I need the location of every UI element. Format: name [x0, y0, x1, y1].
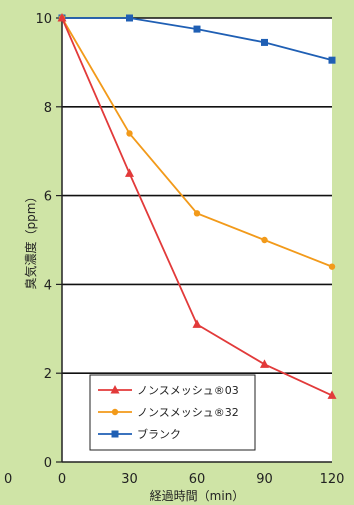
y-axis-title: 臭気濃度（ppm） [23, 191, 38, 290]
series-2-point-60 [193, 210, 201, 217]
series-2-point-120 [328, 263, 336, 270]
legend: ノンスメッシュ®03 ノンスメッシュ®32 ブランク [89, 374, 256, 451]
x-tick-label-0: 0 [58, 472, 66, 487]
series-1-point-120 [327, 390, 337, 399]
legend-label-3: ブランク [137, 427, 181, 441]
series-2-point-90 [261, 236, 268, 244]
legend-items: ノンスメッシュ®03 ノンスメッシュ®32 ブランク [98, 384, 239, 441]
series-3-point-30 [126, 14, 133, 22]
x-axis-title: 経過時間（min） [150, 489, 245, 503]
y-tick-label-8: 8 [44, 101, 52, 116]
x-tick-label-90: 90 [256, 472, 273, 487]
series-1-point-90 [260, 359, 269, 368]
series-1-point-30 [125, 168, 134, 177]
legend-label-2: ノンスメッシュ®32 [137, 406, 239, 419]
series-2-point-30 [126, 130, 133, 137]
series-layer [57, 13, 337, 399]
series-3-point-60 [193, 25, 201, 33]
series-3-point-120 [328, 56, 336, 64]
series-1 [57, 13, 337, 399]
outside-zero-label: 0 [4, 472, 12, 487]
legend-swatch-marker-1 [110, 385, 120, 394]
series-1-point-60 [192, 319, 202, 328]
y-tick-label-10: 10 [35, 12, 52, 27]
y-tick-label-0: 0 [44, 456, 52, 471]
y-tick-label-6: 6 [44, 190, 52, 205]
x-tick-labels: 0 30 60 90 120 [58, 472, 345, 487]
x-tick-label-60: 60 [189, 472, 206, 487]
legend-swatch-marker-3 [111, 430, 119, 438]
series-3-point-90 [261, 38, 268, 46]
legend-swatch-marker-2 [111, 408, 119, 416]
legend-item-1: ノンスメッシュ®03 [98, 384, 239, 397]
legend-item-3: ブランク [98, 427, 181, 441]
x-tick-label-120: 120 [320, 472, 345, 487]
legend-label-1: ノンスメッシュ®03 [137, 384, 239, 397]
y-tick-labels: 0 2 4 6 8 10 [35, 12, 62, 471]
grid-lines [62, 17, 332, 375]
y-tick-label-2: 2 [44, 367, 52, 382]
x-tick-label-30: 30 [121, 472, 138, 487]
series-1-point-0 [57, 13, 67, 22]
y-tick-label-4: 4 [44, 278, 52, 293]
legend-item-2: ノンスメッシュ®32 [98, 406, 239, 419]
